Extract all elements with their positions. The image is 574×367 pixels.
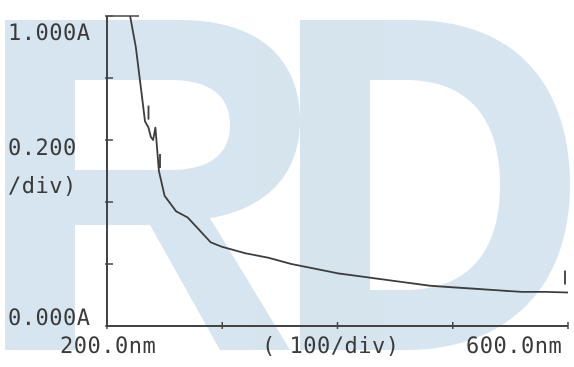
x-min-label: 200.0nm (60, 334, 157, 359)
watermark (5, 20, 570, 350)
x-scale-label: ( 100/div) (262, 334, 400, 359)
x-max-label: 600.0nm (466, 334, 563, 359)
series-layer (129, 15, 569, 294)
y-scale-unit-label: /div) (8, 174, 77, 199)
axes (105, 15, 569, 329)
spectrum-line (129, 15, 569, 294)
marker-layer (147, 105, 566, 285)
y-max-label: 1.000A (8, 21, 91, 46)
y-min-label: 0.000A (8, 306, 91, 331)
y-scale-label: 0.200 (8, 136, 77, 161)
